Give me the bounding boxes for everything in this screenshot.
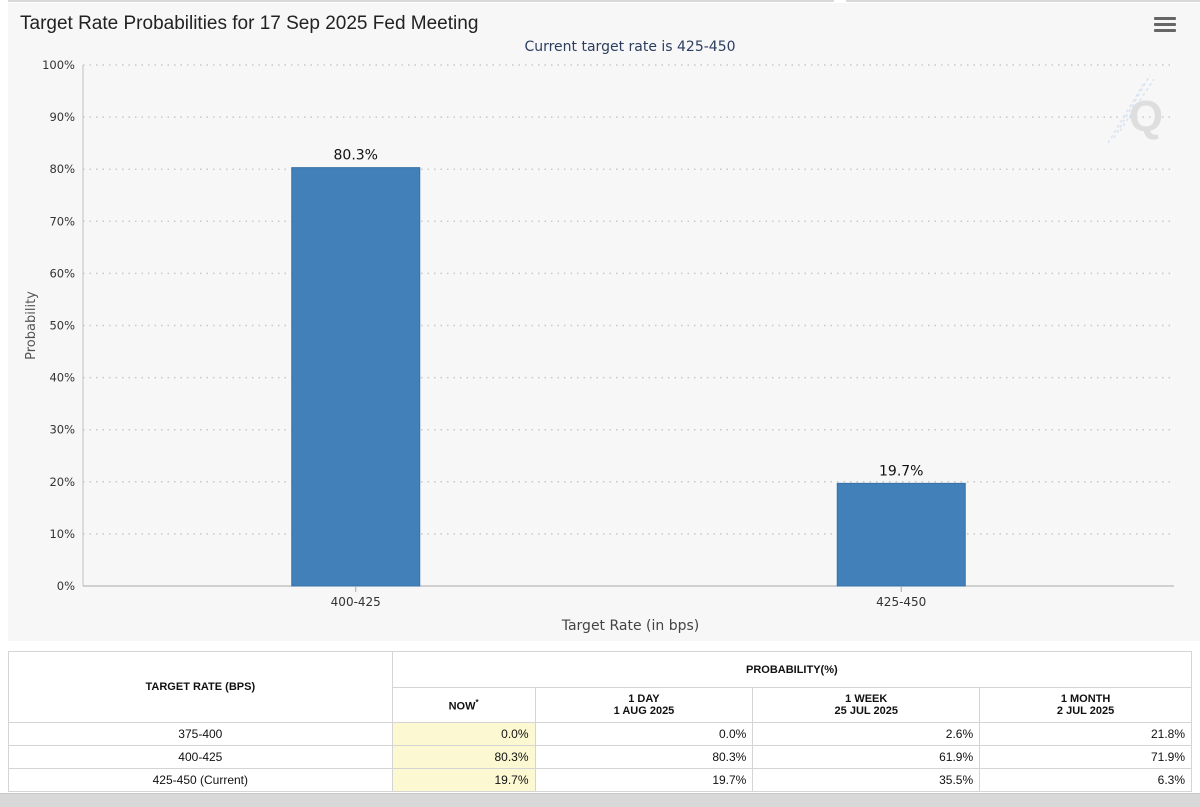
x-axis-title: Target Rate (in bps) [561,618,700,634]
header-probability: PROBABILITY(%) [391,651,1193,688]
cell-1-day: 19.7% [534,768,754,792]
watermark-letter: Q [1129,92,1163,141]
horizontal-scrollbar[interactable] [0,793,1200,807]
header-1-week-line1: 1 WEEK [845,693,888,705]
y-tick-label: 60% [49,266,75,280]
chart-panel: Target Rate Probabilities for 17 Sep 202… [8,3,1200,641]
chart-title: Target Rate Probabilities for 17 Sep 202… [20,13,479,34]
table-row: 425-450 (Current) 19.7% 19.7% 35.5% 6.3% [8,768,1192,792]
header-now-mark: * [475,697,479,707]
header-1-day-line2: 1 AUG 2025 [613,705,675,717]
probability-table: TARGET RATE (BPS) PROBABILITY(%) NOW* 1 … [8,651,1193,792]
header-1-month-line1: 1 MONTH [1060,693,1111,705]
cell-1-month: 21.8% [979,722,1192,746]
probability-table-wrap: TARGET RATE (BPS) PROBABILITY(%) NOW* 1 … [8,651,1193,792]
cell-1-month: 6.3% [979,768,1192,792]
y-tick-label: 10% [49,527,75,541]
cell-rate: 375-400 [8,722,393,746]
y-axis-title: Probability [24,291,39,360]
cell-1-week: 61.9% [752,745,981,769]
y-tick-label: 70% [49,214,75,228]
x-tick-label: 425-450 [876,595,926,609]
y-tick-label: 40% [49,371,75,385]
cell-1-day: 80.3% [534,745,754,769]
y-tick-label: 0% [57,579,75,593]
cell-now: 19.7% [391,768,536,792]
header-1-month-line2: 2 JUL 2025 [1056,705,1115,717]
hamburger-menu-icon[interactable] [1154,17,1176,37]
cell-1-week: 2.6% [752,722,981,746]
header-now-label: NOW [448,700,476,713]
y-tick-label: 20% [49,475,75,489]
data-label: 19.7% [879,463,923,479]
data-label: 80.3% [334,148,378,164]
q-watermark-logo: Q [1107,74,1163,144]
y-tick-label: 30% [49,423,75,437]
cell-rate: 400-425 [8,745,393,769]
table-row: 375-400 0.0% 0.0% 2.6% 21.8% [8,722,1192,746]
top-divider-right [846,0,1200,2]
cell-1-week: 35.5% [752,768,981,792]
cell-now: 0.0% [391,722,536,746]
top-divider-left [8,0,834,2]
watermark-stroke [1119,78,1155,132]
y-tick-label: 90% [49,110,75,124]
watermark-stroke [1113,74,1151,139]
bar [291,167,421,587]
bar-chart: 0% 10% 20% 30% 40% 50% 60% 70% 80% 90% 100% 80.3% 40… [24,58,1174,634]
cell-rate: 425-450 (Current) [8,768,393,792]
header-now: NOW* [391,687,536,723]
bar [836,482,966,587]
chart-subtitle: Current target rate is 425-450 [524,39,736,55]
cell-now: 80.3% [391,745,536,769]
header-1-day: 1 DAY 1 AUG 2025 [534,687,754,723]
header-1-month: 1 MONTH 2 JUL 2025 [979,687,1192,723]
y-tick-label: 50% [49,319,75,333]
cell-1-day: 0.0% [534,722,754,746]
cell-1-month: 71.9% [979,745,1192,769]
table-row: 400-425 80.3% 80.3% 61.9% 71.9% [8,745,1192,769]
header-1-week-line2: 25 JUL 2025 [834,705,898,717]
header-1-week: 1 WEEK 25 JUL 2025 [752,687,981,723]
header-1-day-line1: 1 DAY [628,693,660,705]
header-target-rate: TARGET RATE (BPS) [8,651,393,723]
x-tick-label: 400-425 [331,595,381,609]
y-tick-label: 80% [49,162,75,176]
y-tick-label: 100% [42,58,75,72]
